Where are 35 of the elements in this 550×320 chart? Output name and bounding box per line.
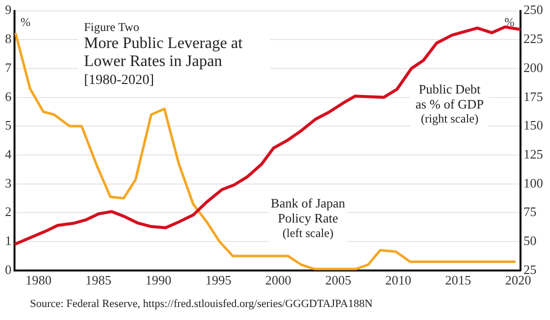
text: More Public Leverage at Lower Rates in Japan [84,35,244,71]
y2-tick-label: 125 [524,146,543,162]
y-axis-title: % [20,14,30,29]
series-label: Bank of Japan Policy Rate (left scale) [270,196,346,240]
y-tick-label: 7 [5,60,12,75]
x-tick-label: 1985 [85,272,112,288]
x-tick-label: 2005 [325,272,352,288]
y-tick-label: 2 [5,204,12,220]
y2-tick-label: 100 [524,175,543,190]
y-tick-label: 3 [5,175,12,190]
y2-tick-label: 150 [524,118,543,133]
y2-axis-title: % [504,14,514,29]
text: [1980-2020] [84,73,155,89]
y-tick-label: 6 [5,88,12,104]
y-tick-label: 9 [5,2,12,18]
annotation: Figure Two [84,20,140,35]
y2-tick-label: 175 [524,88,543,104]
y-tick-label: 8 [5,31,12,46]
y2-tick-label: 75 [524,204,536,220]
series-label: Public Debt as % of GDP (right scale) [416,81,484,126]
y-tick-label: 1 [5,232,12,248]
y-tick-label: 4 [5,146,12,162]
x-tick-label: 1980 [25,272,52,288]
x-tick-label: 1990 [145,272,172,288]
y-tick-label: 5 [5,118,12,133]
y2-tick-label: 225 [524,31,543,46]
x-tick-label: 2000 [265,272,292,288]
y2-tick-label: 250 [524,2,543,18]
y2-tick-label: 50 [524,232,536,248]
x-tick-label: 2010 [385,272,412,288]
y2-tick-label: 200 [524,60,543,75]
x-tick-label: 2015 [445,272,472,288]
source-note: Source: Federal Reserve, https://fred.stlouisfed.org/series/GGGDTAJPA188N [30,298,373,310]
x-tick-label: 1995 [205,272,232,288]
y-tick-label: 0 [5,262,12,277]
